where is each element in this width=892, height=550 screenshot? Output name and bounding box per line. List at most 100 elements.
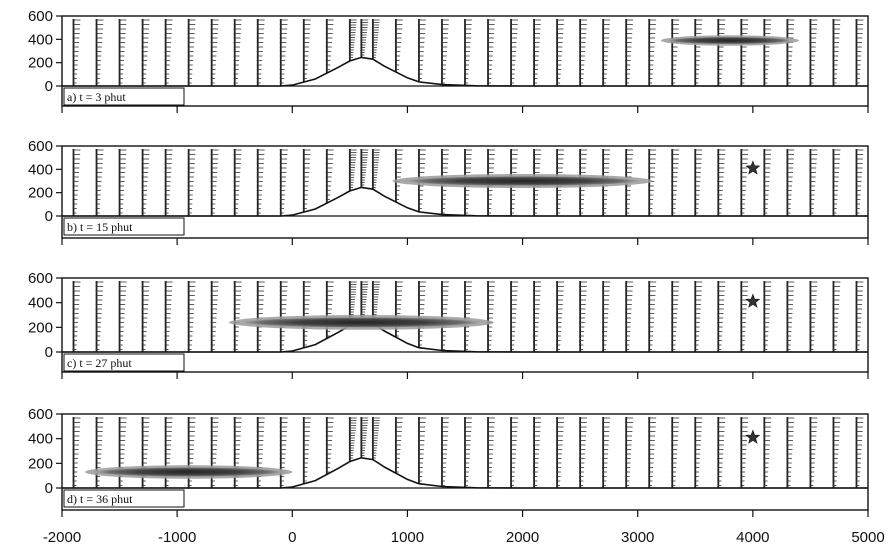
vertical-profile: [763, 281, 772, 352]
vertical-profile: [556, 281, 565, 352]
panel-frame: [61, 413, 869, 511]
plume-core: [95, 467, 282, 477]
vertical-profile: [717, 149, 726, 216]
panel-label-box: [63, 489, 185, 508]
vertical-profile: [371, 19, 380, 60]
vertical-profile: [717, 417, 726, 488]
y-tick-label: 200: [28, 319, 53, 336]
vertical-profile: [118, 281, 127, 352]
vertical-profile: [694, 417, 703, 488]
terrain-line: [62, 56, 868, 87]
vertical-profile: [187, 281, 196, 352]
vertical-profile: [348, 417, 357, 462]
vertical-profile: [556, 19, 565, 86]
marker-layer: [745, 429, 761, 444]
vertical-profile: [487, 19, 495, 86]
vertical-profile: [671, 19, 680, 86]
vertical-profile: [394, 149, 403, 202]
x-tick-label: 2000: [506, 529, 539, 546]
vertical-profile: [141, 19, 150, 86]
vertical-profile: [625, 417, 634, 488]
vertical-profile: [118, 19, 127, 86]
vertical-profile: [855, 149, 864, 216]
vertical-profile: [625, 281, 634, 352]
vertical-profile: [256, 281, 265, 352]
vertical-profile: [855, 417, 864, 488]
vertical-profile: [809, 149, 818, 216]
y-tick-label: 400: [28, 161, 53, 178]
x-axis: -2000 -1000 0 1000 2000 3000 4000 5000: [43, 529, 885, 546]
vertical-profile: [786, 19, 795, 86]
vertical-profile: [740, 417, 749, 488]
vertical-profile: [360, 417, 369, 458]
vertical-profile: [95, 19, 104, 86]
panel-b: 0 200 400 600 b) t = 15 phut: [28, 138, 869, 245]
plume-cloud: [85, 465, 293, 479]
vertical-profile: [786, 149, 795, 216]
vertical-profile: [855, 19, 864, 86]
panel-label: c) t = 27 phut: [67, 356, 132, 370]
vertical-profile: [832, 19, 841, 86]
vertical-profile: [279, 417, 288, 488]
panel-frame: [61, 277, 869, 373]
vertical-profile: [579, 417, 588, 488]
vertical-profile: [164, 281, 173, 352]
vertical-profile: [256, 19, 265, 86]
plume-cloud: [392, 174, 653, 188]
vertical-profile: [256, 149, 265, 216]
y-tick-label: 400: [28, 31, 53, 48]
panel-a: 0 200 400 600 a) t = 3 phut: [28, 8, 869, 113]
panel-frame: [61, 15, 869, 107]
vertical-profile: [556, 417, 565, 488]
vertical-profile: [210, 281, 219, 352]
plume-core: [667, 36, 793, 45]
vertical-profile: [786, 281, 795, 352]
vertical-profile: [533, 417, 542, 488]
vertical-profile: [694, 19, 703, 86]
x-ticks: [61, 106, 869, 113]
vertical-profile: [717, 281, 726, 352]
panel-label-box: [63, 217, 185, 236]
panel-c: 0 200 400 600 c) t = 27 phut: [28, 270, 869, 379]
y-tick-label: 600: [28, 8, 53, 25]
vertical-profile: [118, 149, 127, 216]
vertical-profile: [763, 149, 772, 216]
y-tick-label: 200: [28, 55, 53, 72]
vertical-profile: [740, 281, 749, 352]
vertical-profile: [809, 19, 818, 86]
y-tick-label: 200: [28, 185, 53, 202]
vertical-profile: [510, 417, 518, 488]
vertical-profile: [187, 149, 196, 216]
vertical-profile: [302, 19, 311, 83]
vertical-profile: [325, 417, 334, 475]
y-tick-label: 0: [45, 208, 53, 225]
vertical-profile: [602, 19, 611, 86]
vertical-profile: [72, 149, 81, 216]
vertical-profile: [187, 19, 196, 86]
marker-layer: [745, 160, 761, 175]
y-axis: 0 200 400 600: [28, 8, 62, 95]
star-marker: [745, 429, 761, 444]
vertical-profile: [786, 417, 795, 488]
vertical-profile: [325, 19, 334, 74]
vertical-profiles: [62, 19, 868, 87]
vertical-profile: [371, 149, 380, 190]
vertical-profile: [671, 149, 680, 216]
vertical-profile: [809, 417, 818, 488]
y-tick-label: 0: [45, 480, 53, 497]
star-marker: [745, 160, 761, 175]
vertical-profile: [625, 19, 634, 86]
y-axis: 0 200 400 600: [28, 406, 62, 497]
x-tick-label: 3000: [621, 529, 654, 546]
x-ticks: [61, 372, 869, 379]
vertical-profile: [164, 149, 173, 216]
panel-label: d) t = 36 phut: [67, 492, 133, 506]
vertical-profile: [72, 19, 81, 86]
y-tick-label: 400: [28, 295, 53, 312]
vertical-profile: [95, 417, 104, 488]
x-tick-label: 0: [288, 529, 296, 546]
vertical-profile: [325, 281, 334, 339]
vertical-profile: [510, 19, 518, 86]
vertical-profile: [95, 281, 104, 352]
